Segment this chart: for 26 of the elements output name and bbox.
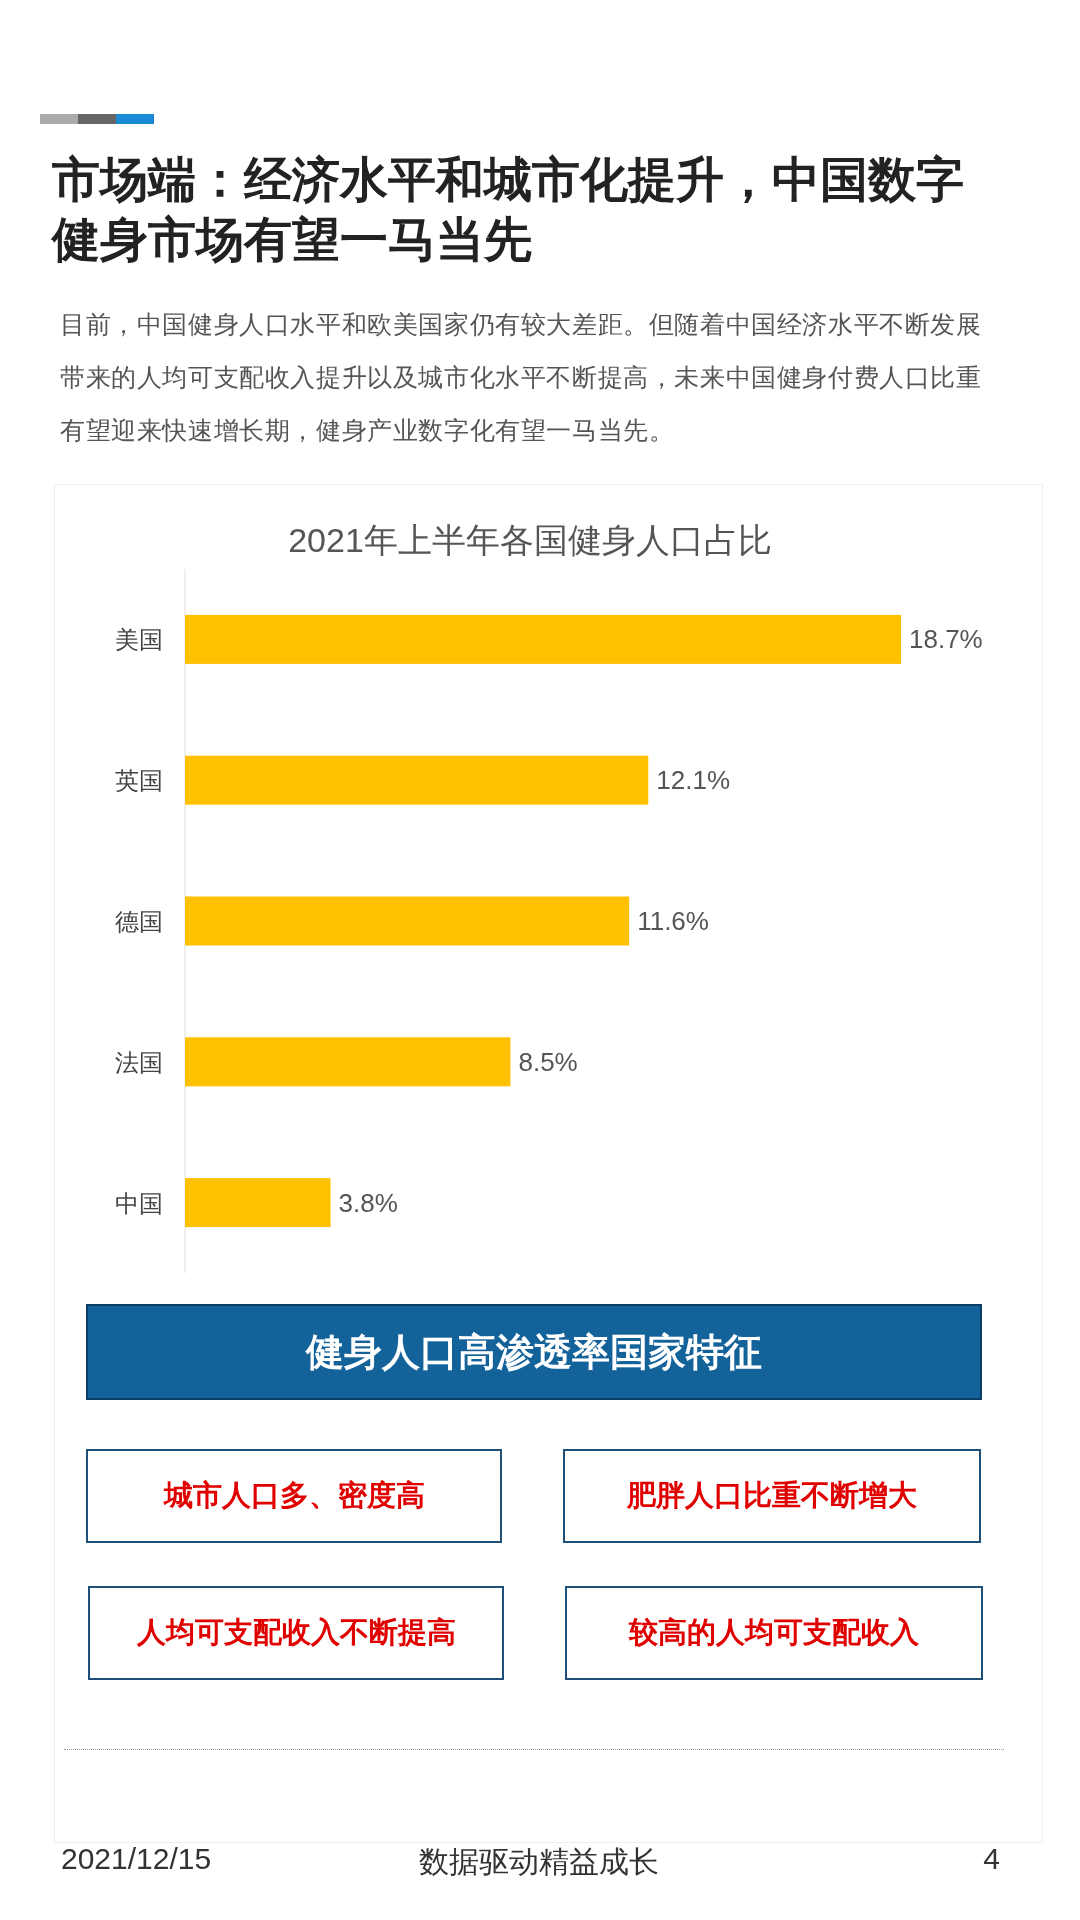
y-tick-label: 中国: [115, 1189, 163, 1217]
y-tick-label: 德国: [115, 908, 163, 935]
text: 2021/12/15: [61, 1842, 212, 1876]
text: 数据驱动精益成长: [418, 1844, 660, 1880]
text: 肥胖人口比重不断增大: [563, 1449, 981, 1543]
text: 市场端：经济水平和城市化提升，中国数字健身市场有望一马当先: [52, 152, 965, 268]
y-tick-label: 法国: [115, 1048, 163, 1076]
y-tick-label: 美国: [115, 626, 163, 654]
text: 健身人口高渗透率国家特征: [86, 1304, 982, 1400]
bar: [185, 755, 649, 805]
bar: [185, 1037, 511, 1087]
text: 较高的人均可支配收入: [565, 1586, 983, 1680]
text: 4: [982, 1842, 1000, 1876]
data-label: 18.7%: [909, 624, 983, 655]
chart-title: 2021年上半年各国健身人口占比: [288, 521, 772, 559]
text: 人均可支配收入不断提高: [88, 1586, 504, 1680]
y-tick-label: 英国: [115, 767, 163, 795]
bar: [185, 614, 901, 664]
bar: [185, 1178, 331, 1228]
data-label: 12.1%: [656, 765, 731, 796]
text: 目前，中国健身人口水平和欧美国家仍有较大差距。但随着中国经济水平不断发展带来的人均可支配收入提升以及城市化水平不断提高，未来中国健身付费人口比重有望迎来快速增长期，健身产业数字化有望一马当先。: [60, 309, 983, 446]
bar: [185, 896, 630, 946]
text: 城市人口多、密度高: [86, 1449, 502, 1543]
data-label: 8.5%: [518, 1046, 578, 1077]
data-label: 3.8%: [338, 1187, 398, 1218]
data-label: 11.6%: [637, 906, 709, 936]
